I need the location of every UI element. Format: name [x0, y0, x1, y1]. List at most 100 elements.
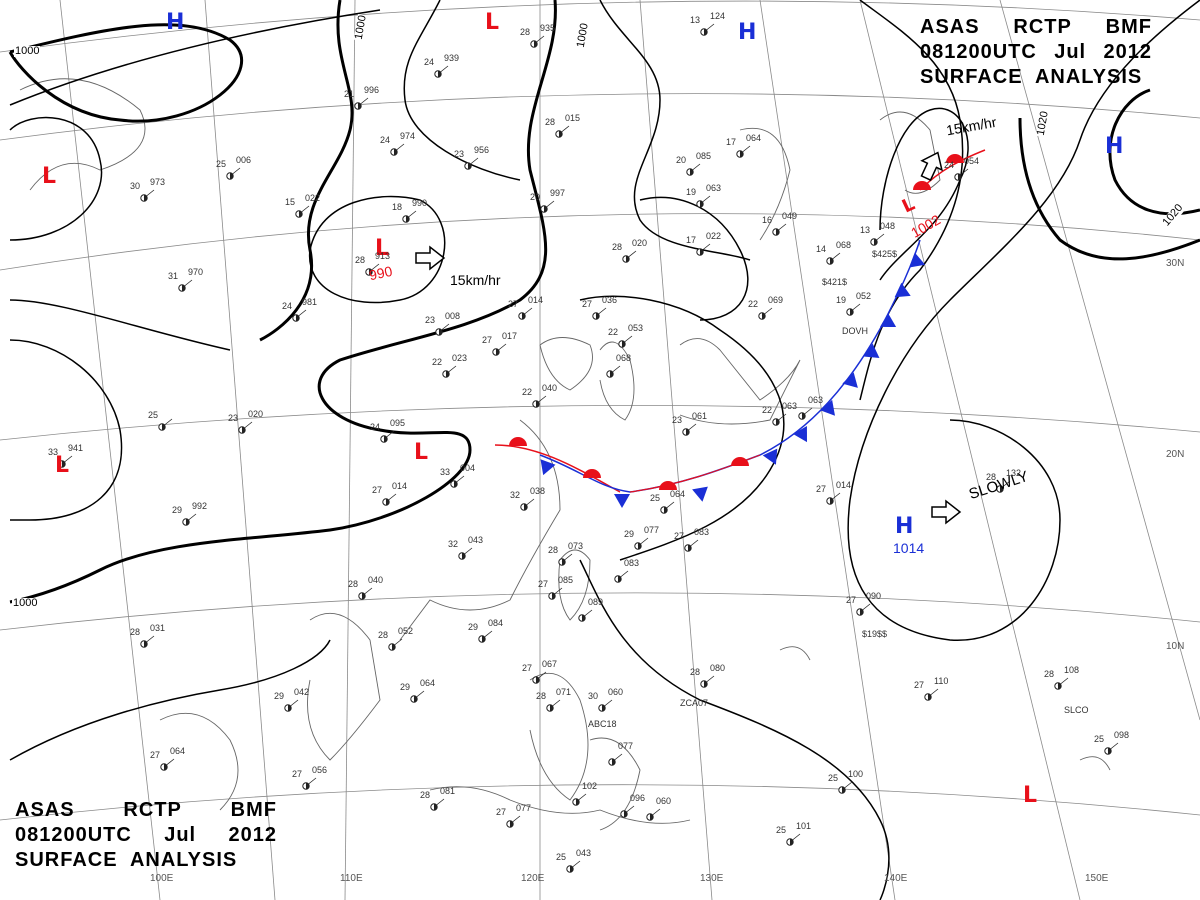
- station-temperature: 29: [400, 682, 411, 692]
- station-temperature: 14: [816, 244, 827, 254]
- lat-label-20n: 20N: [1166, 449, 1185, 460]
- coastline: [589, 737, 641, 831]
- station-pressure: 084: [488, 618, 504, 628]
- station-pressure: 941: [68, 443, 84, 453]
- hdr-center: RCTP: [123, 799, 182, 821]
- station-pressure: 970: [188, 267, 204, 277]
- wind-barb: [775, 223, 787, 233]
- wind-barb: [558, 125, 570, 135]
- isobar-thin: [599, 0, 751, 261]
- wind-barb: [361, 587, 373, 597]
- latitude-line: [0, 0, 1200, 53]
- station-temperature: 30: [588, 691, 599, 701]
- station-pressure: 098: [1114, 730, 1130, 740]
- station-pressure: 022: [305, 193, 321, 203]
- cold-front-triangle: [614, 494, 630, 508]
- wind-barb: [495, 343, 507, 353]
- station-id-label: $19$$: [862, 629, 888, 639]
- cold-front-triangle: [909, 252, 926, 268]
- warm-front-semicircle: [913, 181, 931, 190]
- isobar-thin: [9, 339, 123, 521]
- station-temperature: 27: [914, 680, 925, 690]
- high-pressure-value: 1014: [893, 540, 925, 556]
- wind-barb: [509, 815, 521, 825]
- coastline: [779, 646, 811, 661]
- lon-label-120e: 120E: [521, 873, 545, 884]
- station-temperature: 29: [468, 622, 479, 632]
- station-pressure: 996: [364, 85, 380, 95]
- station-pressure: 056: [312, 765, 328, 775]
- wind-barb: [143, 189, 155, 199]
- station-temperature: 28: [986, 472, 997, 482]
- station-pressure: 913: [375, 251, 391, 261]
- station-temperature: 27: [482, 335, 493, 345]
- fronts: [494, 149, 986, 508]
- coastline: [879, 111, 941, 194]
- header-bottom-left: ASAS RCTP BMF 081200UTC Jul 2012 SURFACE ANA…: [15, 798, 277, 873]
- station-id-label: $425$: [872, 249, 898, 259]
- isobar-thick: [9, 0, 557, 604]
- station-id-label: ABC18: [588, 719, 617, 729]
- low-pressure-marker: L: [485, 10, 500, 35]
- isobar-thin: [579, 559, 890, 900]
- coastline: [429, 786, 691, 824]
- wind-barb: [625, 250, 637, 260]
- station-pressure: 063: [706, 183, 722, 193]
- station-pressure: 981: [302, 297, 318, 307]
- hdr-time: 081200UTC: [15, 824, 132, 846]
- station-temperature: 24: [370, 422, 381, 432]
- wind-barb: [551, 587, 563, 597]
- wind-barb: [601, 699, 613, 709]
- cold-front-triangle: [793, 426, 807, 443]
- warm-front-semicircle: [509, 437, 527, 446]
- station-symbols: [58, 23, 1119, 873]
- hdr-region: ASAS: [15, 799, 75, 821]
- station-temperature: 25: [650, 493, 661, 503]
- station-pressure: 067: [542, 659, 558, 669]
- wind-barb: [295, 309, 307, 319]
- wind-barb: [703, 675, 715, 685]
- station-pressure: 935: [540, 23, 556, 33]
- low-pressure-marker: L: [375, 236, 390, 261]
- hdr-region: ASAS: [920, 16, 980, 38]
- cold-front-triangle: [842, 372, 858, 388]
- station-temperature: 28: [355, 255, 366, 265]
- station-temperature: 28: [548, 545, 559, 555]
- wind-barb: [637, 537, 649, 547]
- station-pressure: 053: [628, 323, 644, 333]
- station-temperature: 27: [372, 485, 383, 495]
- coastline: [1079, 756, 1111, 771]
- coastline: [679, 338, 801, 425]
- isobar-label: 1000: [14, 45, 41, 57]
- isobar-label: 1000: [12, 597, 39, 609]
- station-temperature: 28: [420, 790, 431, 800]
- station-temperature: 25: [216, 159, 227, 169]
- coastline: [307, 612, 381, 761]
- warm-front-semicircle: [731, 457, 749, 466]
- station-pressure: 038: [530, 486, 546, 496]
- station-temperature: 19: [836, 295, 847, 305]
- longitude-line: [344, 0, 356, 900]
- station-temperature: 25: [1094, 734, 1105, 744]
- isobars: [8, 0, 1200, 900]
- station-pressure: 054: [964, 156, 980, 166]
- station-temperature: 27: [674, 531, 685, 541]
- wind-barb: [535, 671, 547, 681]
- wind-barb: [357, 97, 369, 107]
- wind-barb: [685, 423, 697, 433]
- station-pressure: 015: [565, 113, 581, 123]
- isobar-thin: [847, 0, 1200, 641]
- wind-barb: [611, 753, 623, 763]
- high-pressure-marker: H: [895, 514, 914, 539]
- station-pressure: 014: [528, 295, 544, 305]
- station-temperature: 27: [522, 663, 533, 673]
- coastline: [399, 419, 561, 641]
- wind-barb: [595, 307, 607, 317]
- motion-arrows: [415, 151, 962, 525]
- station-temperature: 23: [228, 413, 239, 423]
- wind-barb: [849, 303, 861, 313]
- wind-barb: [383, 430, 395, 440]
- wind-barb: [523, 498, 535, 508]
- high-pressure-marker: H: [1105, 134, 1124, 159]
